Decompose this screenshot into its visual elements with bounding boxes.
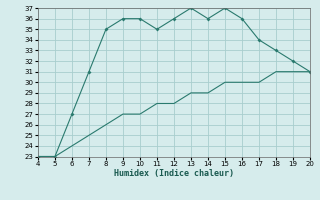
X-axis label: Humidex (Indice chaleur): Humidex (Indice chaleur) [114,169,234,178]
